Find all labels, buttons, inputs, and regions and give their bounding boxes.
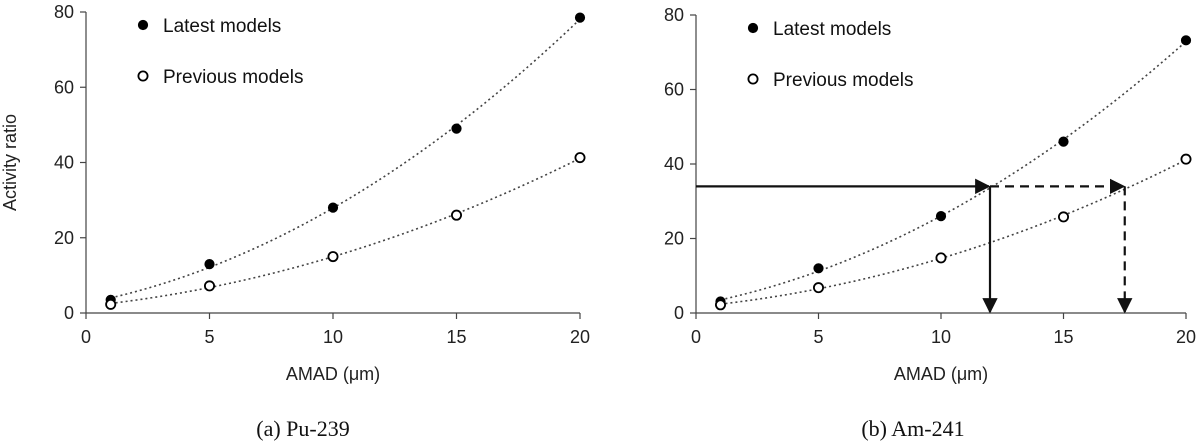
x-tick-label: 5 [813,327,823,347]
y-tick-label: 40 [664,154,684,174]
legend-label-previous: Previous models [163,67,303,88]
previous-model-point [813,282,825,294]
y-tick-label: 40 [54,153,74,173]
y-axis-label: Activity ratio [0,114,20,211]
legend-label-latest: Latest models [773,19,891,40]
x-tick-label: 15 [446,327,466,347]
latest-model-point [1058,136,1069,147]
x-tick-label: 10 [323,327,343,347]
y-tick-label: 60 [54,77,74,97]
previous-model-point [715,299,727,311]
latest-model-point [1180,35,1192,46]
x-tick-label: 0 [81,327,91,347]
legend-label-latest: Latest models [163,16,281,37]
x-tick-label: 0 [691,327,701,347]
legend-marker-latest [747,22,759,34]
x-axis-label: AMAD (μm) [894,364,988,384]
y-tick-label: 80 [54,2,74,22]
y-tick-label: 20 [664,229,684,249]
x-tick-label: 20 [1176,327,1196,347]
previous-model-point [574,152,586,164]
x-tick-label: 15 [1053,327,1073,347]
panel-caption: (a) Pu-239 [256,416,349,441]
legend-marker-previous [137,70,149,82]
legend-marker-previous [747,73,759,85]
latest-model-point [574,12,586,23]
latest-model-point [813,263,824,274]
previous-model-point [203,280,215,292]
latest-model-point [327,202,339,213]
trendline-series-0 [110,18,581,299]
latest-model-point [935,211,947,222]
x-tick-label: 10 [931,327,951,347]
y-tick-label: 0 [64,303,74,323]
x-axis-label: AMAD (μm) [286,364,380,384]
x-tick-label: 20 [570,327,590,347]
panel-am241: 0 20 40 60 80 0 5 10 15 20 AMAD (μm) (b) Am-241 Late… [664,5,1196,441]
previous-model-point [450,209,462,221]
y-tick-label: 80 [664,5,684,25]
y-tick-label: 20 [54,228,74,248]
previous-model-point [105,298,117,310]
panel-caption: (b) Am-241 [861,416,964,441]
latest-model-point [451,123,462,134]
latest-model-point [204,258,215,270]
y-tick-label: 0 [674,303,684,323]
legend-marker-latest [137,19,149,31]
previous-model-point [1058,211,1070,223]
trendline-series-1 [110,157,581,305]
previous-model-point [1180,153,1192,165]
trendline-series-0 [720,40,1187,301]
y-tick-label: 60 [664,80,684,100]
panel-pu239: 0 20 40 60 80 0 5 10 15 20 AMAD (μm) Activity ratio… [0,2,590,441]
previous-model-point [327,251,339,263]
previous-model-point [935,252,947,264]
x-tick-label: 5 [204,327,214,347]
legend-label-previous: Previous models [773,70,913,91]
trendline-series-1 [720,159,1187,305]
